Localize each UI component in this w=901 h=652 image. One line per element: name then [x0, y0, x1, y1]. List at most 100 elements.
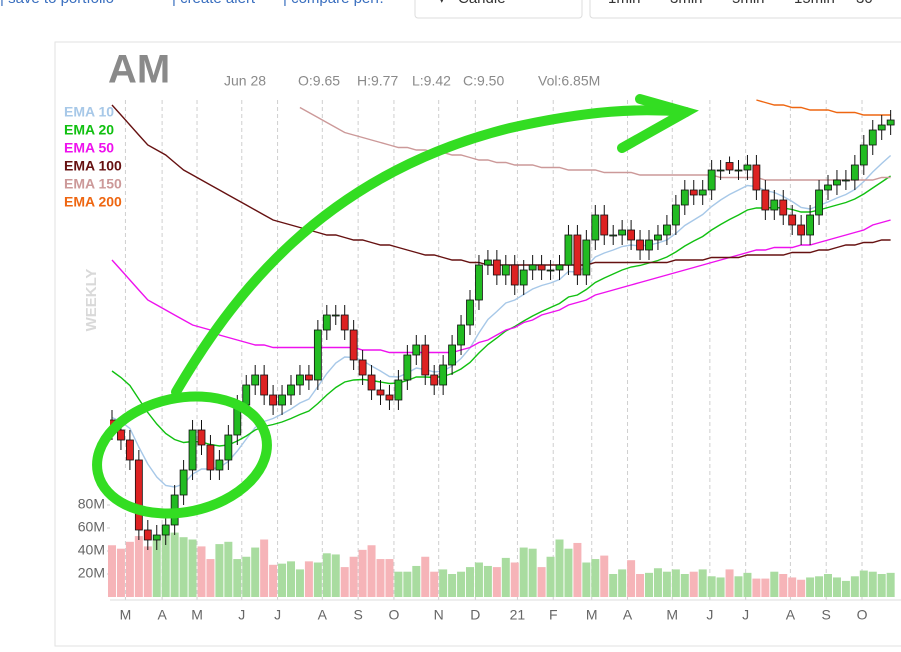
candle-body [689, 189, 698, 196]
timeframe[interactable]: 3min [670, 0, 703, 7]
candle-body [797, 224, 806, 236]
candle-body [501, 264, 510, 276]
ohlc-info: H:9.77 [357, 73, 398, 89]
legend-entry: EMA 20 [64, 122, 114, 138]
volume-bar [251, 547, 260, 597]
volume-bar [886, 572, 895, 597]
volume-bar [707, 576, 716, 597]
volume-bar [636, 574, 645, 597]
candle-body [322, 314, 331, 331]
candle-body [161, 524, 170, 536]
toolbar-link[interactable]: | create alert [172, 0, 256, 7]
candle-body [519, 269, 528, 286]
legend-entry: EMA 150 [64, 176, 122, 192]
timeframe[interactable]: 15min [794, 0, 835, 7]
volume-bar [457, 571, 466, 597]
timeframe[interactable]: 30 [856, 0, 873, 7]
ohlc-info: Vol:6.85M [538, 73, 600, 89]
candle-body [296, 374, 304, 386]
candle-body [179, 469, 188, 496]
candle-body [788, 214, 797, 226]
chart-type[interactable]: Candle [458, 0, 506, 7]
volume-tick-label: 60M [78, 519, 105, 535]
volume-bar [295, 569, 304, 597]
toolbar-link[interactable]: | compare perf. [283, 0, 384, 7]
candle-body [188, 429, 197, 471]
volume-bar [680, 574, 689, 597]
candle-body [448, 344, 457, 366]
ema-lines [111, 99, 892, 488]
volume-bar [797, 579, 806, 597]
volume-bar [188, 539, 197, 597]
volume-bar [242, 556, 251, 597]
volume-bar [197, 546, 206, 597]
ema-line [299, 106, 891, 181]
legend-entry: EMA 50 [64, 140, 114, 156]
candle-body [376, 389, 385, 396]
ema-line [111, 219, 891, 354]
candle-body [403, 354, 412, 381]
volume-bar [627, 560, 636, 597]
candle-body [555, 264, 564, 271]
volume-bar [770, 571, 779, 597]
volume-bar [689, 571, 698, 597]
volume-tick-label: 20M [78, 565, 105, 581]
volume-bar [600, 555, 609, 597]
volume-bar [116, 548, 125, 597]
candle-body [609, 234, 618, 237]
volume-bar [832, 577, 841, 597]
x-tick-label: M [586, 607, 598, 623]
candle-body [779, 199, 788, 216]
volume-bar [841, 580, 850, 597]
volume-bar [483, 565, 492, 597]
volume-bar [287, 561, 295, 597]
candle-body [475, 264, 483, 301]
toolbar-link[interactable]: | save to portfolio [0, 0, 114, 7]
x-tick-label: 21 [510, 607, 526, 623]
timeframe[interactable]: 1min [608, 0, 641, 7]
volume-bar [815, 576, 824, 597]
candle-body [842, 179, 850, 182]
candle-body [734, 169, 743, 172]
volume-bar [645, 572, 653, 597]
candle-body [707, 169, 716, 191]
volume-bar [806, 577, 815, 597]
candle-body [492, 259, 501, 276]
candle-body [340, 314, 349, 331]
candle-body [331, 314, 340, 317]
candle-body [421, 344, 430, 376]
volume-bar [412, 565, 421, 597]
candle-body [618, 229, 627, 236]
volume-bar [108, 545, 116, 597]
candle-body [770, 199, 779, 211]
volume-tick-label: 80M [78, 496, 105, 512]
candle-body [510, 264, 519, 286]
candle-body [439, 364, 448, 386]
candle-body [457, 324, 465, 346]
volume-bar [322, 553, 331, 597]
period-label: WEEKLY [83, 269, 100, 332]
volume-bar [671, 569, 680, 597]
chart-type-dropdown[interactable] [414, 0, 583, 19]
ticker: AM [108, 48, 170, 92]
candle-body [466, 299, 474, 326]
volume-bar [850, 576, 859, 597]
candle-body [304, 374, 313, 381]
timeframe[interactable]: 5min [732, 0, 765, 7]
candle-body [251, 374, 260, 386]
x-tick-label: N [434, 607, 444, 623]
volume-bar [609, 574, 618, 597]
candle-body [197, 429, 206, 446]
candle-body [269, 394, 278, 406]
timeframe-bar [589, 0, 901, 19]
volume-bar [573, 542, 582, 597]
candle-body [636, 239, 644, 251]
candle-body [134, 459, 143, 531]
candle-body [430, 374, 439, 386]
volume-bar [439, 569, 448, 597]
x-tick-label: J [742, 607, 749, 623]
volume-bar [528, 548, 537, 597]
volume-bar [466, 567, 474, 597]
candle-body [206, 444, 215, 471]
